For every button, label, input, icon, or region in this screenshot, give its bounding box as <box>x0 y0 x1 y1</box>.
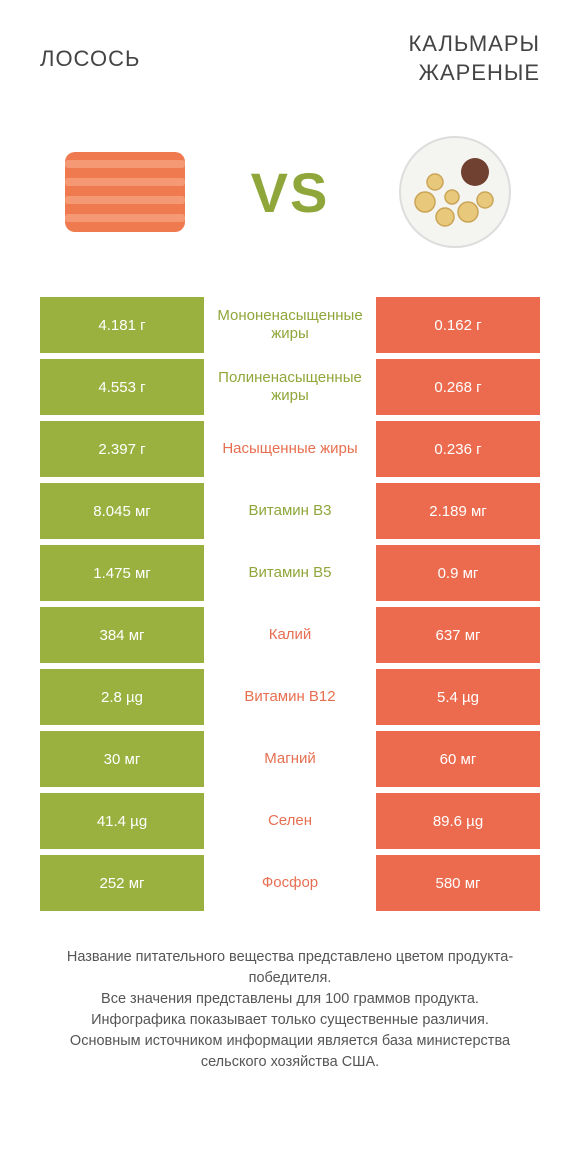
left-value-cell: 30 мг <box>40 731 204 787</box>
table-row: 384 мгКалий637 мг <box>40 607 540 663</box>
left-value-cell: 4.553 г <box>40 359 204 415</box>
right-value-cell: 0.268 г <box>376 359 540 415</box>
footer-line: Основным источником информации является … <box>40 1031 540 1073</box>
nutrient-label: Мононенасыщенные жиры <box>204 297 376 353</box>
left-value-cell: 8.045 мг <box>40 483 204 539</box>
right-value-cell: 2.189 мг <box>376 483 540 539</box>
nutrient-label: Магний <box>204 731 376 787</box>
nutrient-label: Фосфор <box>204 855 376 911</box>
table-row: 252 мгФосфор580 мг <box>40 855 540 911</box>
vs-label: VS <box>251 160 330 225</box>
right-value-cell: 637 мг <box>376 607 540 663</box>
right-food-title: КАЛЬМАРЫЖАРЕНЫЕ <box>290 30 540 87</box>
left-food-title: ЛОСОСЬ <box>40 46 290 72</box>
footer-line: Название питательного вещества представл… <box>40 947 540 989</box>
footer-line: Все значения представлены для 100 граммо… <box>40 989 540 1010</box>
right-value-cell: 5.4 µg <box>376 669 540 725</box>
left-value-cell: 1.475 мг <box>40 545 204 601</box>
left-value-cell: 41.4 µg <box>40 793 204 849</box>
table-row: 4.553 гПолиненасыщенные жиры0.268 г <box>40 359 540 415</box>
nutrient-label: Селен <box>204 793 376 849</box>
nutrient-label: Витамин B3 <box>204 483 376 539</box>
table-row: 41.4 µgСелен89.6 µg <box>40 793 540 849</box>
right-value-cell: 0.236 г <box>376 421 540 477</box>
left-value-cell: 4.181 г <box>40 297 204 353</box>
right-value-cell: 60 мг <box>376 731 540 787</box>
table-row: 30 мгМагний60 мг <box>40 731 540 787</box>
calamari-image <box>380 127 530 257</box>
images-row: VS <box>0 107 580 297</box>
nutrient-label: Витамин B12 <box>204 669 376 725</box>
nutrient-label: Полиненасыщенные жиры <box>204 359 376 415</box>
table-row: 1.475 мгВитамин B50.9 мг <box>40 545 540 601</box>
comparison-table: 4.181 гМононенасыщенные жиры0.162 г 4.553… <box>0 297 580 911</box>
right-value-cell: 0.9 мг <box>376 545 540 601</box>
header: ЛОСОСЬ КАЛЬМАРЫЖАРЕНЫЕ <box>0 0 580 107</box>
left-value-cell: 2.397 г <box>40 421 204 477</box>
footer-line: Инфографика показывает только существенн… <box>40 1010 540 1031</box>
left-value-cell: 384 мг <box>40 607 204 663</box>
nutrient-label: Насыщенные жиры <box>204 421 376 477</box>
right-food-title-text: КАЛЬМАРЫЖАРЕНЫЕ <box>408 31 540 85</box>
left-value-cell: 252 мг <box>40 855 204 911</box>
nutrient-label: Витамин B5 <box>204 545 376 601</box>
right-value-cell: 89.6 µg <box>376 793 540 849</box>
right-value-cell: 580 мг <box>376 855 540 911</box>
salmon-image <box>50 127 200 257</box>
table-row: 4.181 гМононенасыщенные жиры0.162 г <box>40 297 540 353</box>
table-row: 2.397 гНасыщенные жиры0.236 г <box>40 421 540 477</box>
right-value-cell: 0.162 г <box>376 297 540 353</box>
table-row: 2.8 µgВитамин B125.4 µg <box>40 669 540 725</box>
left-value-cell: 2.8 µg <box>40 669 204 725</box>
table-row: 8.045 мгВитамин B32.189 мг <box>40 483 540 539</box>
nutrient-label: Калий <box>204 607 376 663</box>
footer-notes: Название питательного вещества представл… <box>0 917 580 1073</box>
